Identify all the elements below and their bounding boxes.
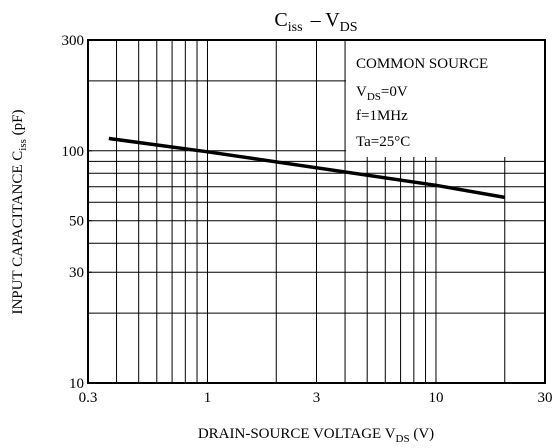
y-axis-label: INPUT CAPACITANCE Ciss (pF) xyxy=(10,109,29,314)
annotation: Ta=25°C xyxy=(356,134,410,150)
annotation: VDS=0V xyxy=(356,84,408,103)
annotation: f=1MHz xyxy=(356,108,408,124)
x-axis-label: DRAIN-SOURCE VOLTAGE VDS (V) xyxy=(198,426,434,445)
y-tick-label: 300 xyxy=(62,33,85,49)
annotation-box xyxy=(346,41,544,157)
x-tick-label: 10 xyxy=(428,390,443,406)
annotation: COMMON SOURCE xyxy=(356,56,488,72)
x-tick-label: 0.3 xyxy=(79,390,98,406)
x-tick-label: 3 xyxy=(313,390,321,406)
x-tick-label: 30 xyxy=(538,390,553,406)
y-tick-label: 50 xyxy=(69,214,84,230)
y-tick-label: 10 xyxy=(69,376,84,392)
y-tick-label: 30 xyxy=(69,265,84,281)
data-line xyxy=(108,136,506,200)
y-tick-label: 100 xyxy=(62,144,85,160)
chart-title: Ciss – VDS xyxy=(274,9,357,35)
x-tick-label: 1 xyxy=(204,390,212,406)
